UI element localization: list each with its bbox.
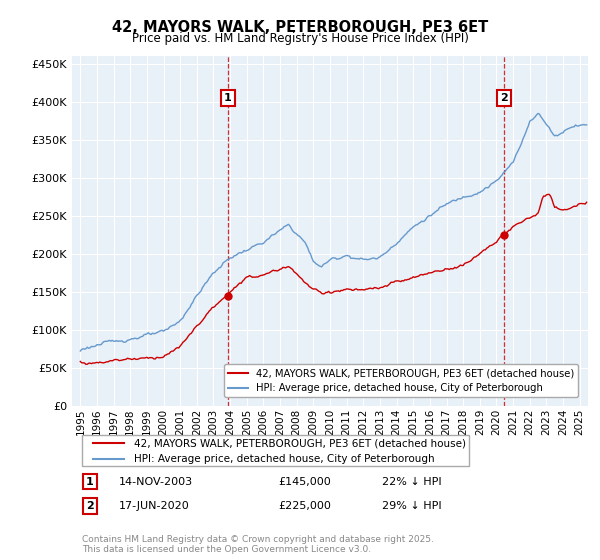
Text: 29% ↓ HPI: 29% ↓ HPI xyxy=(382,501,441,511)
Text: 2: 2 xyxy=(86,501,94,511)
Text: £225,000: £225,000 xyxy=(278,501,331,511)
Text: 2: 2 xyxy=(500,93,508,103)
Bar xyxy=(82,435,469,466)
Text: 42, MAYORS WALK, PETERBOROUGH, PE3 6ET: 42, MAYORS WALK, PETERBOROUGH, PE3 6ET xyxy=(112,20,488,35)
Text: £145,000: £145,000 xyxy=(278,477,331,487)
Text: Price paid vs. HM Land Registry's House Price Index (HPI): Price paid vs. HM Land Registry's House … xyxy=(131,32,469,45)
Text: 1: 1 xyxy=(224,93,232,103)
Text: 14-NOV-2003: 14-NOV-2003 xyxy=(118,477,193,487)
Text: 42, MAYORS WALK, PETERBOROUGH, PE3 6ET (detached house): 42, MAYORS WALK, PETERBOROUGH, PE3 6ET (… xyxy=(134,438,466,448)
Text: 1: 1 xyxy=(86,477,94,487)
Legend: 42, MAYORS WALK, PETERBOROUGH, PE3 6ET (detached house), HPI: Average price, det: 42, MAYORS WALK, PETERBOROUGH, PE3 6ET (… xyxy=(224,365,578,398)
Text: 22% ↓ HPI: 22% ↓ HPI xyxy=(382,477,441,487)
Text: 17-JUN-2020: 17-JUN-2020 xyxy=(118,501,189,511)
Text: Contains HM Land Registry data © Crown copyright and database right 2025.
This d: Contains HM Land Registry data © Crown c… xyxy=(82,534,434,554)
Text: HPI: Average price, detached house, City of Peterborough: HPI: Average price, detached house, City… xyxy=(134,454,434,464)
